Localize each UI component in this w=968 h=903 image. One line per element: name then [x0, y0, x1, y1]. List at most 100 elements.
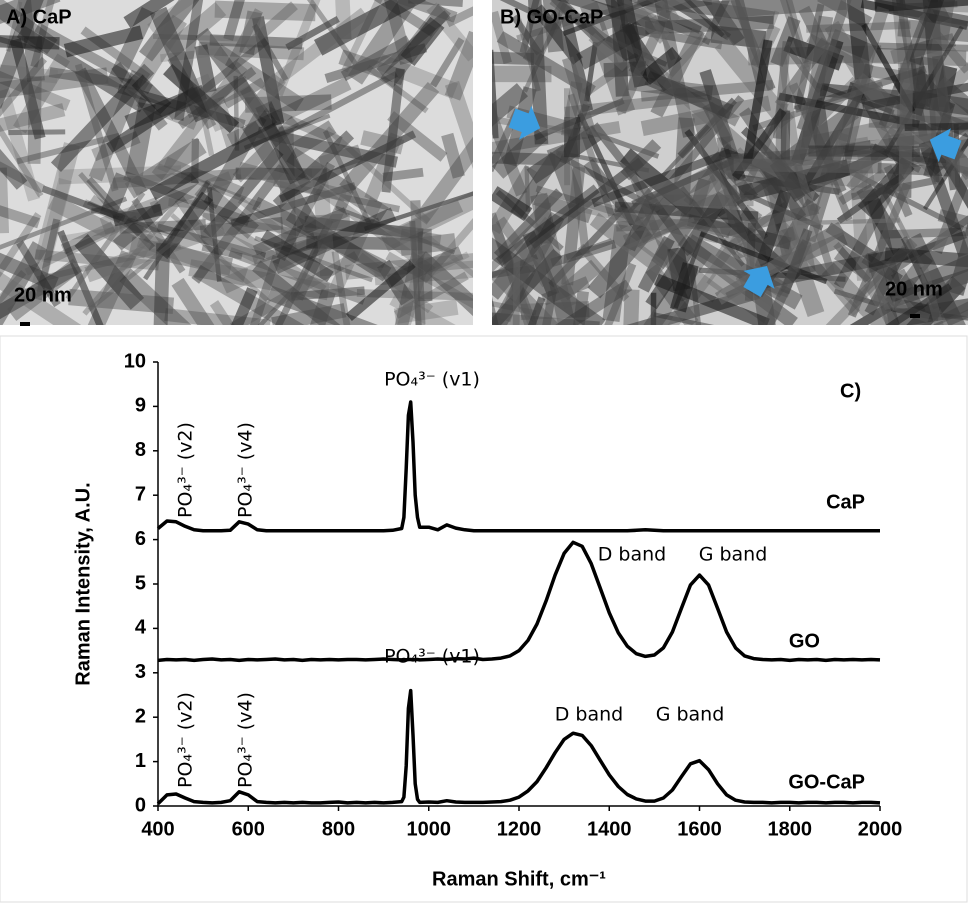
- crystal: [376, 53, 459, 99]
- crystal: [0, 0, 61, 42]
- annotation: D band: [555, 704, 623, 726]
- crystal: [653, 312, 728, 325]
- crystal: [117, 83, 246, 129]
- crystal: [106, 86, 199, 153]
- crystal: [394, 261, 429, 325]
- crystal: [202, 212, 334, 243]
- crystal: [389, 292, 473, 325]
- crystal: [8, 129, 66, 136]
- crystal: [577, 243, 630, 302]
- crystal: [577, 112, 635, 227]
- crystal: [311, 164, 336, 277]
- crystal: [496, 184, 600, 267]
- crystal: [74, 234, 145, 310]
- y-tick-label: 6: [135, 528, 146, 550]
- crystal: [131, 74, 172, 115]
- crystal: [650, 27, 705, 118]
- crystal: [34, 22, 153, 95]
- crystal: [0, 33, 60, 50]
- crystal: [492, 186, 533, 222]
- crystal: [387, 111, 448, 162]
- panel-label: C): [840, 380, 861, 402]
- crystal: [805, 238, 918, 325]
- crystal: [561, 81, 583, 138]
- crystal: [149, 171, 233, 214]
- crystal: [7, 258, 83, 322]
- crystals-b: [492, 0, 968, 325]
- crystal: [564, 90, 711, 118]
- annotation: PO₄³⁻ (v1): [384, 369, 480, 391]
- crystal: [214, 0, 316, 22]
- crystal: [874, 0, 968, 13]
- crystal: [68, 288, 175, 314]
- crystal: [194, 44, 217, 94]
- crystal: [780, 228, 813, 295]
- crystal: [527, 0, 549, 145]
- crystal: [496, 31, 596, 97]
- crystal: [149, 6, 212, 123]
- crystal: [584, 41, 599, 102]
- crystal: [382, 167, 424, 182]
- crystal: [706, 163, 743, 201]
- crystal: [339, 82, 440, 195]
- crystal: [208, 226, 263, 264]
- crystal: [774, 37, 831, 109]
- crystal: [16, 132, 120, 165]
- crystal: [0, 269, 121, 325]
- crystal: [128, 236, 234, 276]
- crystal: [880, 259, 968, 311]
- crystal: [495, 216, 551, 288]
- crystal: [532, 4, 583, 65]
- crystal: [194, 180, 259, 239]
- x-tick-label: 800: [322, 818, 355, 840]
- crystal: [0, 212, 42, 314]
- series-label: GO-CaP: [788, 771, 865, 793]
- crystal: [622, 217, 695, 251]
- crystal: [170, 213, 272, 304]
- crystal: [861, 75, 968, 111]
- crystal: [780, 110, 791, 161]
- crystal: [0, 141, 45, 194]
- crystal: [0, 63, 71, 111]
- crystal: [0, 0, 58, 55]
- crystal: [384, 198, 464, 246]
- scale-bar: [910, 314, 920, 318]
- crystal: [364, 132, 403, 202]
- crystals-a: [0, 0, 473, 325]
- crystal: [252, 196, 387, 274]
- crystal: [65, 191, 146, 301]
- y-tick-label: 1: [135, 750, 146, 772]
- crystal: [567, 129, 590, 255]
- crystal: [612, 0, 649, 88]
- panel-c-frame: [0, 335, 968, 903]
- crystal: [561, 166, 586, 286]
- crystal: [706, 268, 781, 325]
- crystal: [276, 161, 336, 262]
- crystal: [565, 238, 613, 261]
- y-tick-label: 3: [135, 661, 146, 683]
- y-tick-label: 9: [135, 395, 146, 417]
- crystal: [213, 44, 304, 112]
- crystal: [366, 64, 429, 114]
- crystal: [712, 0, 847, 19]
- crystal: [16, 240, 61, 308]
- crystal: [733, 158, 882, 174]
- crystal: [195, 27, 278, 132]
- crystal: [528, 157, 645, 249]
- crystal: [345, 259, 416, 321]
- crystal: [492, 292, 502, 325]
- crystal: [400, 16, 445, 67]
- crystal: [631, 153, 746, 208]
- crystal: [223, 0, 246, 41]
- x-axis-label: Raman Shift, cm⁻¹: [432, 868, 606, 890]
- annotation: PO₄³⁻ (v2): [175, 422, 197, 518]
- annotation: D band: [598, 544, 666, 566]
- crystal: [105, 6, 156, 90]
- y-tick-label: 2: [135, 705, 146, 727]
- crystal: [313, 0, 426, 56]
- crystal: [82, 201, 180, 316]
- crystal: [605, 35, 668, 67]
- crystal: [613, 165, 717, 230]
- crystal: [226, 76, 352, 147]
- crystal: [661, 0, 725, 38]
